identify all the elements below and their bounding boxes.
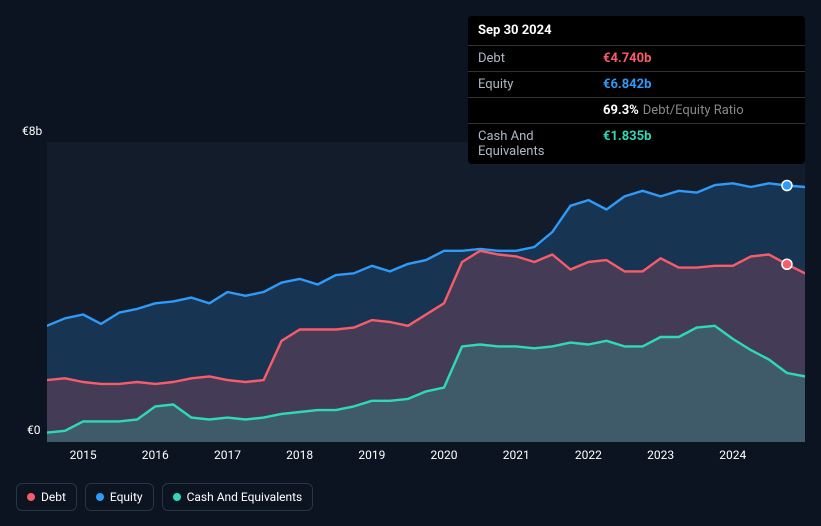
legend-label: Debt bbox=[41, 490, 66, 504]
legend-label: Cash And Equivalents bbox=[187, 490, 303, 504]
chart-container: €8b €0 201520162017201820192020202120222… bbox=[0, 0, 821, 526]
tooltip-row-debt: Debt €4.740b bbox=[468, 46, 805, 72]
x-tick-label: 2018 bbox=[286, 448, 313, 462]
x-tick-label: 2019 bbox=[358, 448, 385, 462]
tooltip-value: €6.842b bbox=[603, 77, 651, 92]
tooltip-row-ratio: 69.3%Debt/Equity Ratio bbox=[468, 98, 805, 124]
x-tick-label: 2015 bbox=[70, 448, 97, 462]
x-axis-labels: 2015 2016 2017 2018 2019 2020 2021 2022 2023 2024 bbox=[47, 448, 805, 468]
legend: Debt Equity Cash And Equivalents bbox=[16, 483, 313, 511]
legend-label: Equity bbox=[110, 490, 143, 504]
tooltip: Sep 30 2024 Debt €4.740b Equity €6.842b … bbox=[468, 16, 805, 164]
x-tick-label: 2017 bbox=[214, 448, 241, 462]
x-tick-label: 2021 bbox=[503, 448, 530, 462]
tooltip-value: 69.3%Debt/Equity Ratio bbox=[603, 103, 744, 118]
legend-dot-icon bbox=[96, 493, 104, 501]
x-tick-label: 2024 bbox=[719, 448, 746, 462]
x-tick-label: 2023 bbox=[647, 448, 674, 462]
legend-dot-icon bbox=[27, 493, 35, 501]
x-tick-label: 2016 bbox=[142, 448, 169, 462]
tooltip-value: €4.740b bbox=[603, 51, 651, 66]
x-tick-label: 2020 bbox=[431, 448, 458, 462]
tooltip-row-cash: Cash And Equivalents €1.835b bbox=[468, 124, 805, 164]
x-tick-label: 2022 bbox=[575, 448, 602, 462]
legend-item-cash[interactable]: Cash And Equivalents bbox=[162, 483, 314, 511]
tooltip-value: €1.835b bbox=[603, 129, 651, 159]
y-tick-max: €8b bbox=[22, 124, 42, 138]
tooltip-label bbox=[478, 103, 603, 118]
chart-plot[interactable] bbox=[47, 142, 805, 442]
legend-item-debt[interactable]: Debt bbox=[16, 483, 77, 511]
legend-dot-icon bbox=[173, 493, 181, 501]
legend-item-equity[interactable]: Equity bbox=[85, 483, 154, 511]
tooltip-date: Sep 30 2024 bbox=[468, 16, 805, 46]
tooltip-label: Equity bbox=[478, 77, 603, 92]
tooltip-row-equity: Equity €6.842b bbox=[468, 72, 805, 98]
y-tick-min: €0 bbox=[27, 423, 41, 437]
tooltip-label: Cash And Equivalents bbox=[478, 129, 603, 159]
tooltip-label: Debt bbox=[478, 51, 603, 66]
